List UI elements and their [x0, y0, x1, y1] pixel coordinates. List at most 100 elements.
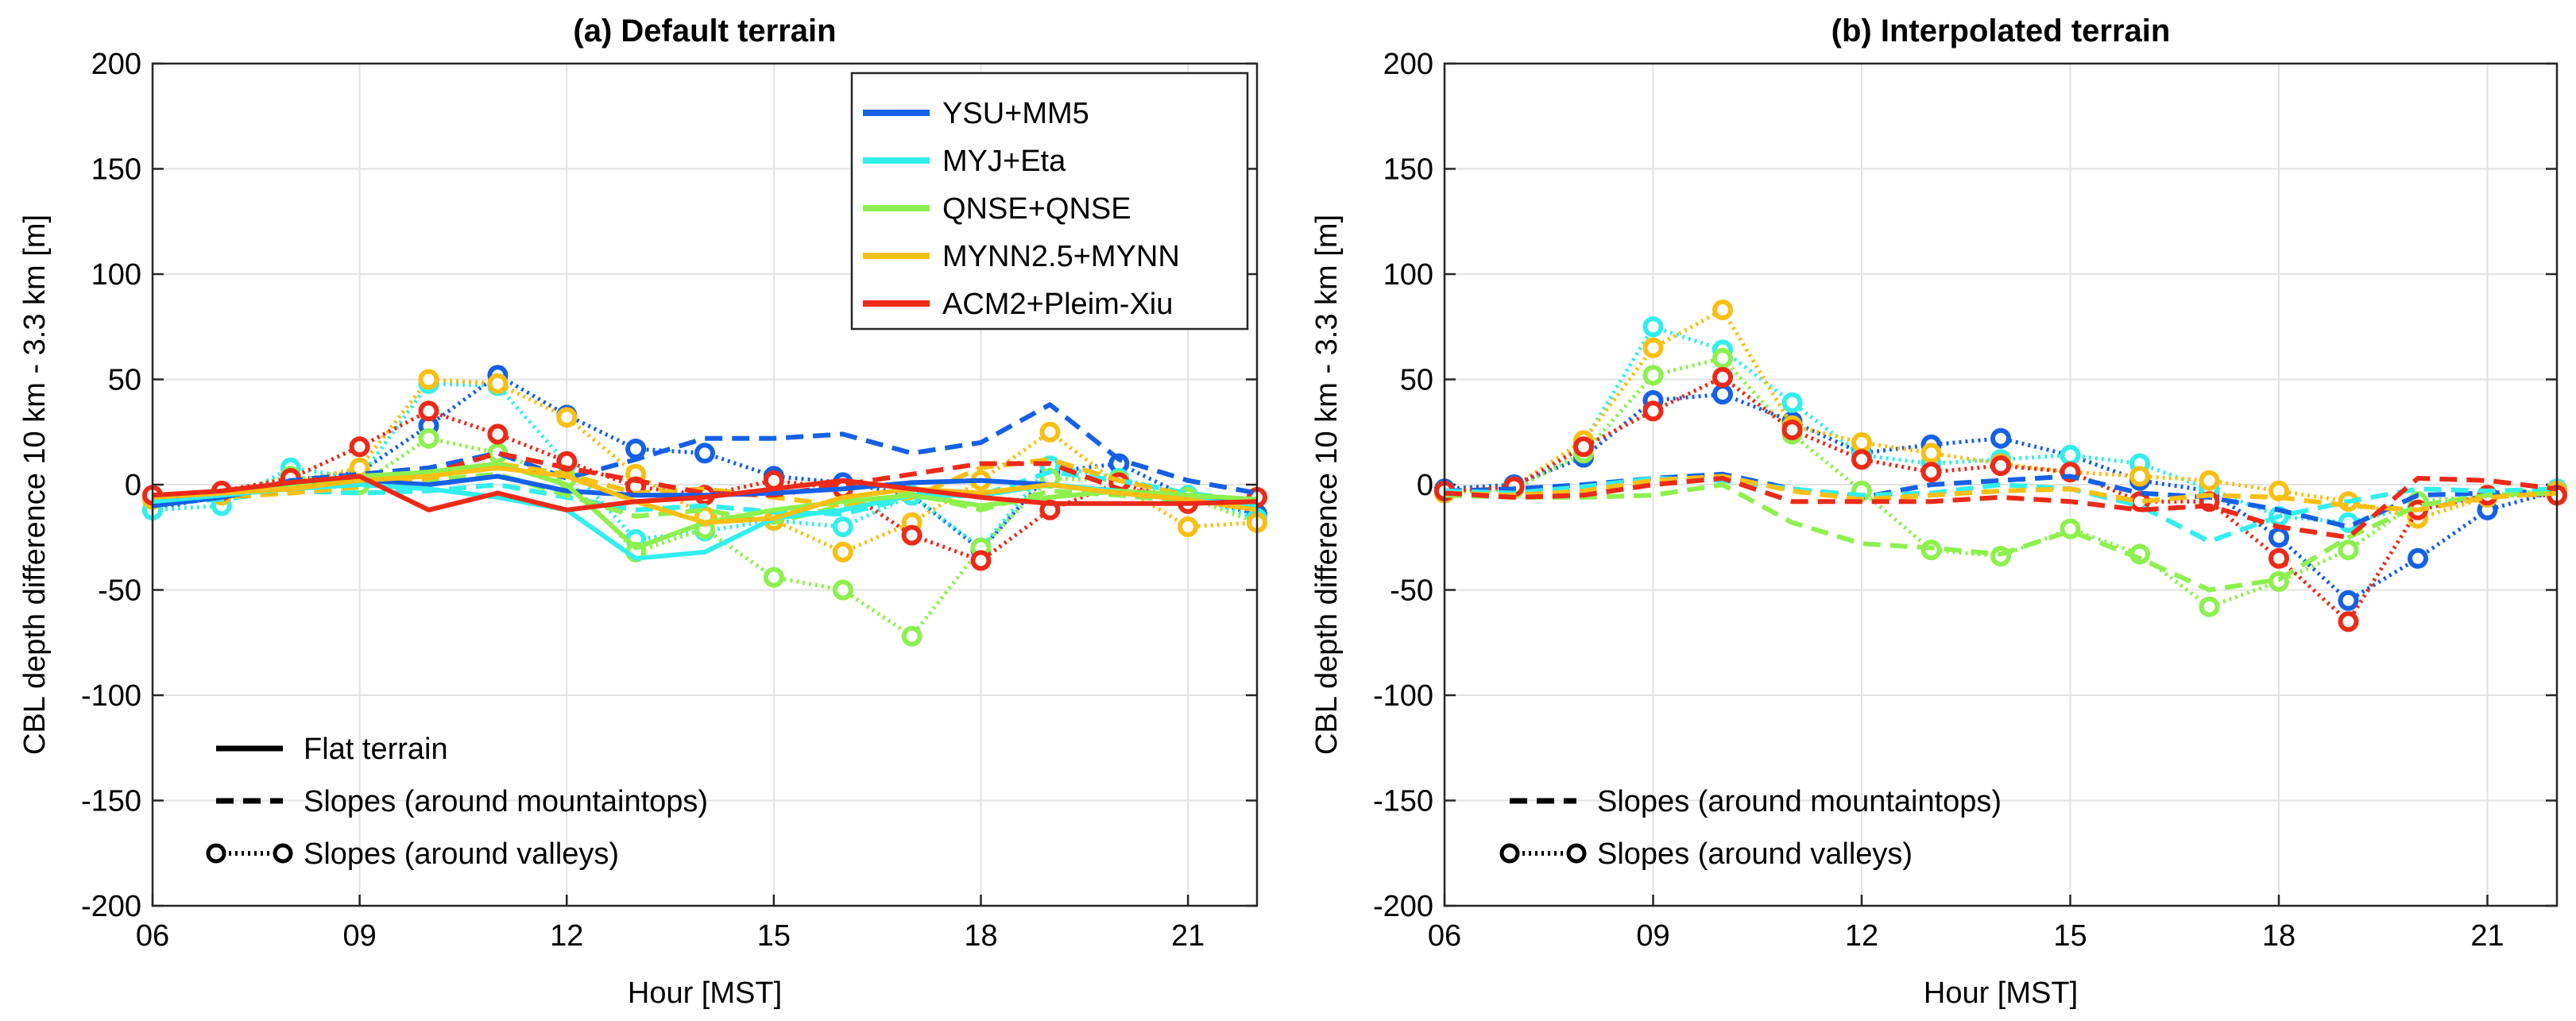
- legend-style-valley-label: Slopes (around valleys): [1597, 837, 1913, 871]
- data-point-qnse-qnse: [2060, 518, 2081, 540]
- x-tick-label: 15: [2053, 919, 2087, 953]
- data-point-acm2-pleim-xiu: [1573, 436, 1594, 458]
- data-point-ysu-mm5: [2269, 527, 2289, 548]
- x-tick-label: 06: [136, 919, 169, 953]
- data-point-mynn2-5-mynn: [556, 407, 578, 428]
- data-point-ysu-mm5: [694, 443, 715, 464]
- data-point-acm2-pleim-xiu: [1851, 449, 1872, 470]
- x-tick-label: 09: [342, 919, 376, 953]
- y-tick-label: 200: [91, 48, 141, 81]
- series-line-acm2-pleim-xiu-valley: [1444, 375, 2557, 624]
- data-point-acm2-pleim-xiu: [1781, 420, 1803, 441]
- data-point-acm2-pleim-xiu: [1920, 462, 1942, 483]
- data-point-mynn2-5-mynn: [1178, 516, 1199, 537]
- data-point-mynn2-5-mynn: [1920, 443, 1942, 464]
- series-line-qnse-qnse-mountain: [1444, 482, 2558, 593]
- data-point-acm2-pleim-xiu: [1712, 366, 1733, 388]
- data-point-ysu-mm5: [2338, 590, 2359, 611]
- y-tick-label: 0: [125, 469, 141, 502]
- data-point-acm2-pleim-xiu: [2338, 611, 2359, 632]
- series-line-ysu-mm5-valley: [1444, 392, 2558, 603]
- y-tick-label: -150: [1373, 785, 1433, 818]
- panel-default-terrain: -200 -150 -100 -50 0 50 100 150 200 06 09 12 15 18 21…: [18, 14, 1267, 1010]
- series-line-qnse-qnse-valley: [1444, 356, 2558, 609]
- legend-style-valley-marker: [273, 843, 293, 864]
- x-tick-label: 21: [2470, 919, 2504, 953]
- data-point-myj-eta: [832, 516, 853, 537]
- data-point-qnse-qnse: [418, 427, 439, 449]
- legend-style-valley-label: Slopes (around valleys): [304, 837, 619, 871]
- x-tick-label: 15: [757, 919, 791, 953]
- grid: [151, 62, 1257, 907]
- data-point-acm2-pleim-xiu: [901, 524, 922, 546]
- y-tick-label: 0: [1417, 469, 1433, 502]
- chart-title: (b) Interpolated terrain: [1831, 14, 2171, 48]
- data-point-qnse-qnse: [1712, 348, 1733, 369]
- y-tick-labels: -200 -150 -100 -50 0 50 100 150 200: [81, 48, 141, 923]
- data-point-acm2-pleim-xiu: [2269, 547, 2289, 569]
- x-tick-label: 21: [1171, 919, 1205, 953]
- x-tick-label: 06: [1428, 919, 1461, 953]
- x-tick-label: 12: [1845, 919, 1878, 953]
- y-tick-label: -50: [98, 574, 141, 608]
- series-line-acm2-pleim-xiu-mountain: [152, 451, 1258, 505]
- series-layer: [142, 365, 1267, 647]
- legend-label-myj: MYJ+Eta: [942, 145, 1066, 178]
- panel-interpolated-terrain: -200 -150 -100 -50 0 50 100 150 200 06 09 12 15 18 21…: [1310, 14, 2567, 1010]
- data-point-ysu-mm5: [625, 439, 647, 459]
- x-tick-label: 09: [1636, 919, 1669, 953]
- y-tick-label: 200: [1383, 48, 1433, 81]
- data-point-qnse-qnse: [2338, 540, 2359, 561]
- legend-style-flat-label: Flat terrain: [304, 733, 448, 766]
- y-tick-label: -150: [81, 785, 141, 818]
- data-point-mynn2-5-mynn: [487, 373, 509, 394]
- data-point-acm2-pleim-xiu: [1990, 455, 2011, 477]
- x-axis-label: Hour [MST]: [1924, 977, 2078, 1010]
- x-tick-labels: 06 09 12 15 18 21: [136, 919, 1205, 953]
- chart-title: (a) Default terrain: [573, 14, 836, 48]
- y-axis-label: CBL depth difference 10 km - 3.3 km [m]: [1310, 215, 1344, 755]
- legend-label-qnse: QNSE+QNSE: [942, 192, 1131, 226]
- data-point-acm2-pleim-xiu: [418, 400, 439, 422]
- data-point-qnse-qnse: [763, 567, 784, 588]
- series-line-mynn2-5-mynn-flat: [152, 465, 1258, 525]
- series-line-myj-eta-mountain: [152, 470, 1258, 517]
- series-line-mynn2-5-mynn-mountain: [152, 457, 1258, 509]
- data-point-qnse-qnse: [2199, 596, 2220, 617]
- style-legend: Flat terrain Slopes (around mountaintops…: [206, 733, 708, 871]
- data-point-qnse-qnse: [901, 625, 922, 647]
- y-tick-label: -50: [1390, 574, 1433, 608]
- y-tick-label: -100: [1373, 679, 1433, 713]
- style-legend: Slopes (around mountaintops) Slopes (aro…: [1499, 785, 2002, 871]
- legend-label-ysu: YSU+MM5: [942, 97, 1089, 130]
- data-point-mynn2-5-mynn: [1642, 337, 1664, 358]
- data-point-mynn2-5-mynn: [1851, 432, 1872, 453]
- data-point-acm2-pleim-xiu: [349, 436, 370, 458]
- data-point-myj-eta: [2060, 444, 2081, 466]
- series-line-ysu-mm5-mountain: [152, 402, 1258, 506]
- legend-label-acm2: ACM2+Pleim-Xiu: [942, 288, 1173, 321]
- legend-style-mountain-label: Slopes (around mountaintops): [304, 785, 708, 818]
- data-point-acm2-pleim-xiu: [487, 423, 509, 445]
- x-axis-label: Hour [MST]: [628, 977, 782, 1010]
- series-line-acm2-pleim-xiu-flat: [152, 474, 1258, 512]
- data-point-qnse-qnse: [832, 579, 853, 601]
- y-tick-label: -200: [1373, 890, 1433, 923]
- legend-style-valley-marker: [1566, 843, 1587, 864]
- y-axis-label: CBL depth difference 10 km - 3.3 km [m]: [18, 215, 52, 755]
- legend-style-valley-marker: [1499, 843, 1520, 864]
- series-line-myj-eta-mountain: [1444, 476, 2558, 544]
- y-tick-label: 50: [108, 364, 141, 397]
- y-tick-label: 50: [1400, 364, 1433, 397]
- x-tick-label: 18: [964, 919, 997, 953]
- series-line-mynn2-5-mynn-valley: [152, 377, 1258, 555]
- data-point-mynn2-5-mynn: [1039, 421, 1061, 443]
- legend-label-mynn: MYNN2.5+MYNN: [942, 240, 1180, 273]
- y-tick-label: 100: [1383, 258, 1433, 292]
- data-point-mynn2-5-mynn: [2199, 470, 2220, 491]
- data-point-ysu-mm5: [2408, 547, 2428, 569]
- data-point-qnse-qnse: [1642, 365, 1664, 386]
- data-point-mynn2-5-mynn: [1712, 300, 1733, 320]
- series-line-mynn2-5-mynn-mountain: [1444, 474, 2558, 512]
